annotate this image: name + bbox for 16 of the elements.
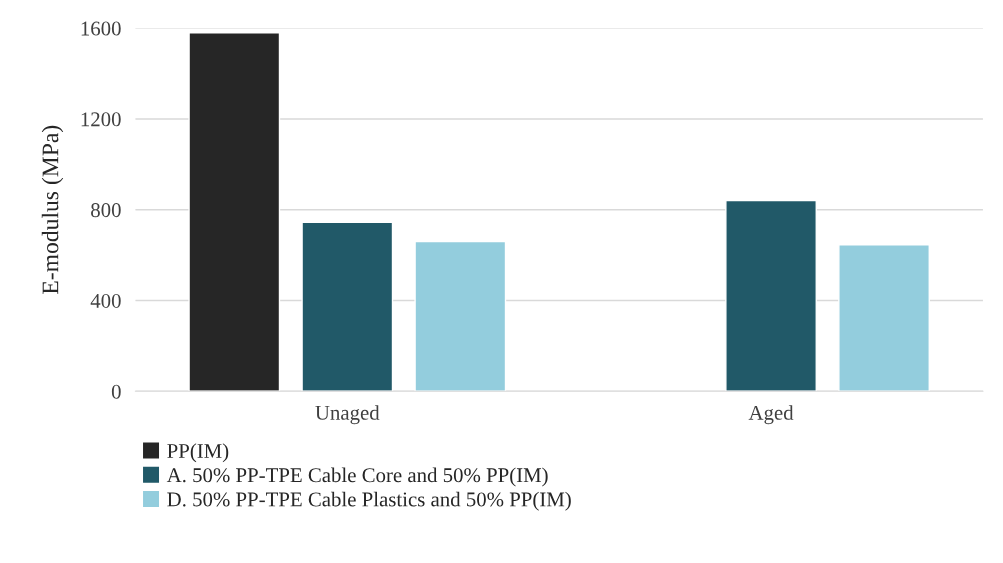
bar: [301, 221, 394, 392]
bar: [725, 199, 817, 392]
legend-label: D. 50% PP-TPE Cable Plastics and 50% PP(IM): [167, 491, 571, 511]
bar: [188, 31, 281, 392]
x-tick-label: Aged: [748, 405, 794, 425]
y-tick-label: 1200: [81, 112, 121, 127]
y-tick-label: 1600: [81, 21, 121, 36]
bar: [414, 240, 507, 392]
legend-label: A. 50% PP-TPE Cable Core and 50% PP(IM): [166, 467, 548, 487]
legend-label: PP(IM): [167, 443, 229, 463]
y-tick-label: 800: [91, 203, 121, 218]
y-tick-label: 400: [90, 293, 121, 308]
x-tick-label: Unaged: [315, 405, 380, 425]
y-axis-title: E-modulus (MPa): [41, 125, 64, 294]
bar: [838, 244, 930, 392]
y-tick-label: 0: [111, 384, 121, 399]
